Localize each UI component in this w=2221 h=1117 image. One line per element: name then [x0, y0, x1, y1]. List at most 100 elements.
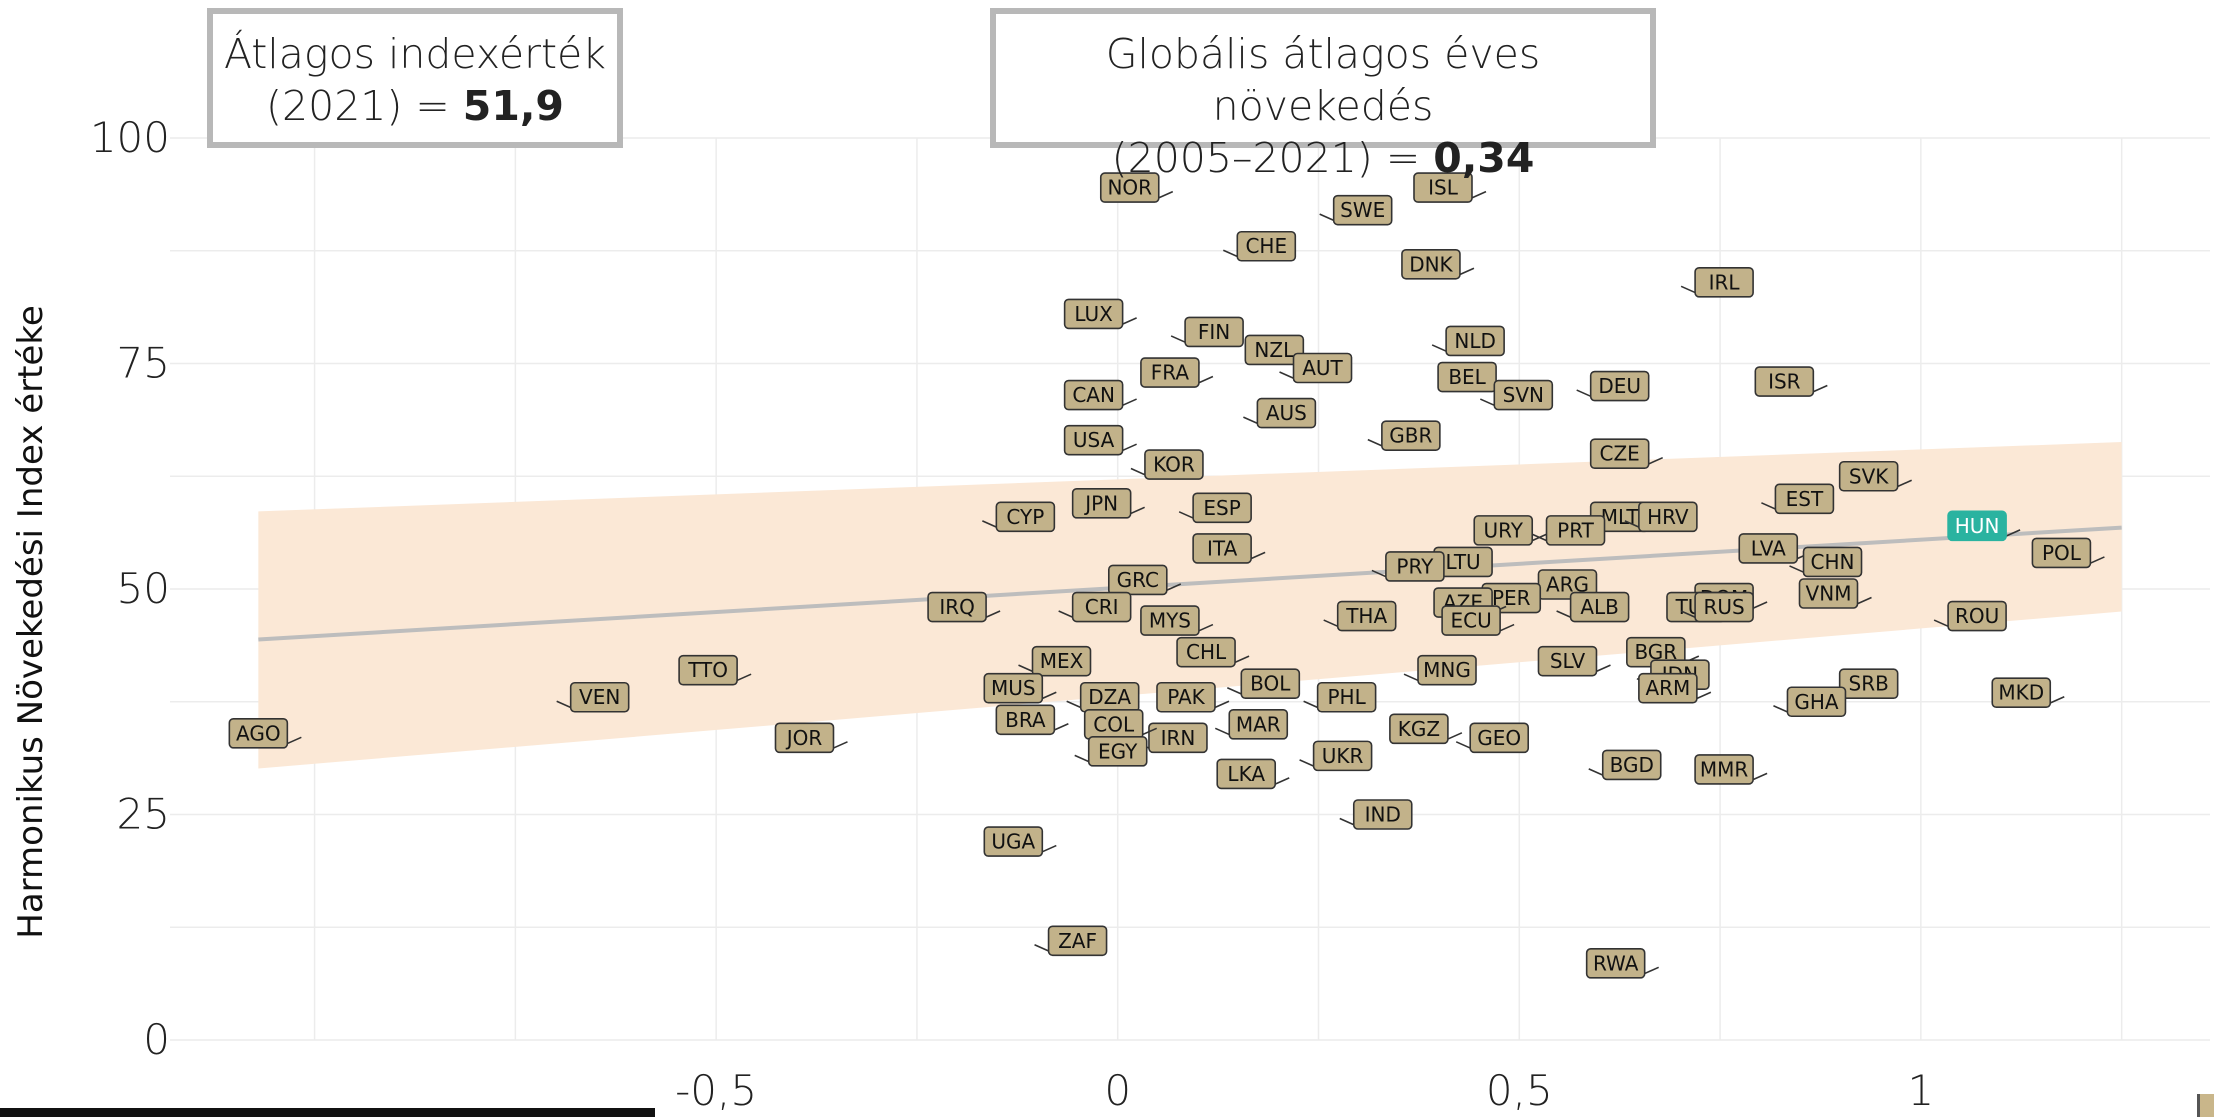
point-pol: POL [2031, 537, 2105, 569]
bottom-decoration-bar [0, 1108, 655, 1117]
point-label-box [1156, 681, 1216, 713]
point-label-box [2031, 537, 2092, 569]
point-label: DNK [1409, 252, 1453, 276]
point-label: COL [1093, 712, 1135, 736]
point-nor: NOR [1099, 172, 1174, 203]
point-label-box [1107, 564, 1168, 596]
point-vnm: VNM [1798, 578, 1872, 609]
point-label: CYP [1006, 505, 1044, 529]
point-label: USA [1073, 428, 1115, 452]
point-ury: URY [1473, 515, 1547, 546]
point-label: VEN [579, 685, 620, 709]
point-label-box [1236, 230, 1297, 262]
point-label: BEL [1448, 365, 1486, 389]
trend-line-layer [258, 525, 2122, 642]
point-label-box [1589, 370, 1650, 402]
y-tick-label: 25 [117, 790, 170, 839]
point-ita: ITA [1192, 533, 1266, 564]
point-label: ALB [1580, 595, 1619, 619]
point-label: AUT [1302, 356, 1343, 380]
x-tick-labels: -0,5 0 0,5 1 [675, 1066, 1934, 1115]
point-label: LKA [1227, 762, 1265, 786]
point-cri: CRI [1058, 591, 1132, 623]
point-fin: FIN [1170, 316, 1244, 348]
point-label: HRV [1647, 505, 1689, 529]
point-chn: CHN [1789, 546, 1863, 578]
point-label-box [1838, 668, 1899, 700]
point-label: RUS [1703, 595, 1744, 619]
point-grc: GRC [1107, 564, 1182, 596]
point-mex: MEX [1018, 645, 1092, 677]
point-label-box [1589, 438, 1650, 470]
point-label: MEX [1040, 649, 1084, 673]
point-prt: PRT [1532, 515, 1606, 546]
average-index-title: Átlagos indexérték [223, 30, 607, 78]
point-label: ESP [1203, 496, 1240, 520]
point-cyp: CYP [982, 501, 1056, 533]
point-label-box [1071, 591, 1132, 623]
point-phl: PHL [1303, 681, 1377, 713]
point-aut: AUT [1279, 352, 1353, 384]
point-mar: MAR [1214, 708, 1289, 740]
point-kor: KOR [1130, 449, 1204, 480]
trend-line [258, 525, 2122, 642]
x-tick-label: 0,5 [1486, 1066, 1553, 1115]
point-label-box [995, 704, 1056, 736]
point-svk: SVK [1838, 460, 1912, 492]
point-label: CHL [1186, 640, 1227, 664]
point-label-box [1838, 460, 1899, 492]
point-arm: ARM [1638, 672, 1712, 704]
point-mmr: MMR [1694, 754, 1768, 785]
point-label-box [1047, 925, 1108, 957]
point-can: CAN [1063, 379, 1137, 411]
point-label: SRB [1849, 672, 1889, 696]
point-label-box [1256, 397, 1317, 429]
point-gbr: GBR [1367, 420, 1441, 451]
point-label: NZL [1254, 338, 1295, 362]
point-gha: GHA [1773, 686, 1847, 718]
point-mus: MUS [983, 672, 1057, 704]
point-label-box [1244, 334, 1305, 366]
point-label: ROU [1955, 604, 1999, 628]
point-label: IND [1365, 803, 1401, 827]
point-col: COL [1083, 708, 1158, 740]
point-label-box [1336, 600, 1397, 632]
point-label-box [1417, 654, 1477, 686]
point-ven: VEN [556, 681, 630, 713]
point-egy: EGY [1074, 736, 1148, 767]
point-label-box [1638, 672, 1698, 704]
x-tick-label: 1 [1907, 1066, 1934, 1115]
point-label-box [1947, 600, 2007, 632]
point-label-box [1389, 713, 1449, 745]
point-zaf: ZAF [1034, 925, 1108, 957]
point-label: LUX [1074, 302, 1113, 326]
point-label: UGA [991, 830, 1035, 854]
point-label: ARM [1645, 676, 1690, 700]
point-label-box [1473, 515, 1534, 546]
point-label-box [1352, 799, 1413, 830]
point-label-box [1184, 316, 1244, 348]
point-label-box [1585, 948, 1646, 979]
point-label: NLD [1454, 329, 1496, 353]
point-label: KOR [1153, 453, 1195, 477]
point-label-box [1063, 424, 1124, 456]
point-label-box [1063, 298, 1124, 330]
x-tick-label: -0,5 [675, 1066, 757, 1115]
average-index-value: 51,9 [462, 82, 564, 130]
point-label: PAK [1167, 685, 1205, 709]
point-bra: BRA [995, 704, 1069, 736]
point-ago: AGO [228, 718, 302, 749]
point-label-box [1071, 488, 1132, 519]
point-label-box [983, 826, 1044, 857]
point-label-box [774, 722, 835, 754]
point-label-box [1569, 591, 1630, 623]
point-label-box [1031, 645, 1092, 677]
point-label: LTU [1445, 550, 1480, 574]
point-irl: IRL [1680, 267, 1754, 298]
point-fra: FRA [1140, 357, 1214, 388]
point-label: MAR [1236, 712, 1281, 736]
point-label-box [1316, 681, 1377, 713]
point-label-box [1469, 722, 1530, 754]
point-label: CRI [1085, 595, 1119, 619]
